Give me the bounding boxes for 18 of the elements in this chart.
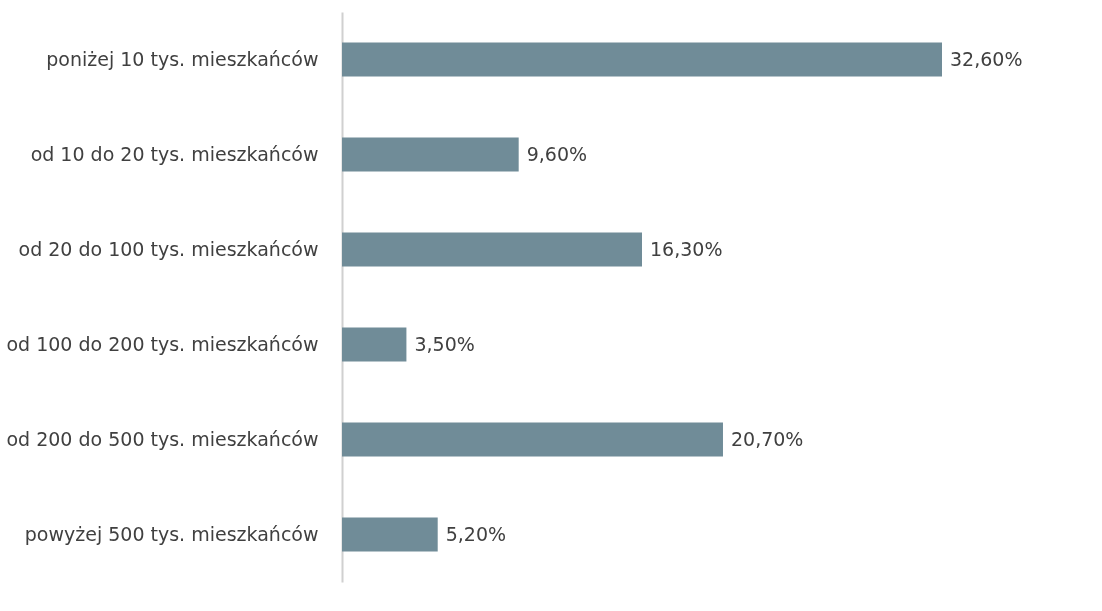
bar	[342, 517, 438, 552]
data-label: 5,20%	[445, 522, 507, 545]
data-label: 16,30%	[650, 237, 723, 260]
data-label: 32,60%	[950, 47, 1023, 70]
data-label: 3,50%	[414, 332, 475, 355]
y-tick-label: powyżej 500 tys. mieszkańców	[24, 522, 319, 545]
y-tick-label: od 10 do 20 tys. mieszkańców	[30, 142, 319, 165]
y-tick-label: od 20 do 100 tys. mieszkańców	[18, 237, 319, 260]
bar	[342, 327, 407, 362]
y-tick-label: od 200 do 500 tys. mieszkańców	[6, 427, 319, 450]
data-label: 9,60%	[526, 142, 588, 165]
bar	[342, 232, 642, 267]
data-label: 20,70%	[730, 427, 804, 450]
bar	[342, 422, 723, 457]
bar	[342, 42, 942, 77]
y-tick-label: poniżej 10 tys. mieszkańców	[46, 47, 319, 70]
y-tick-label: od 100 do 200 tys. mieszkańców	[6, 332, 319, 355]
bar	[342, 137, 519, 172]
